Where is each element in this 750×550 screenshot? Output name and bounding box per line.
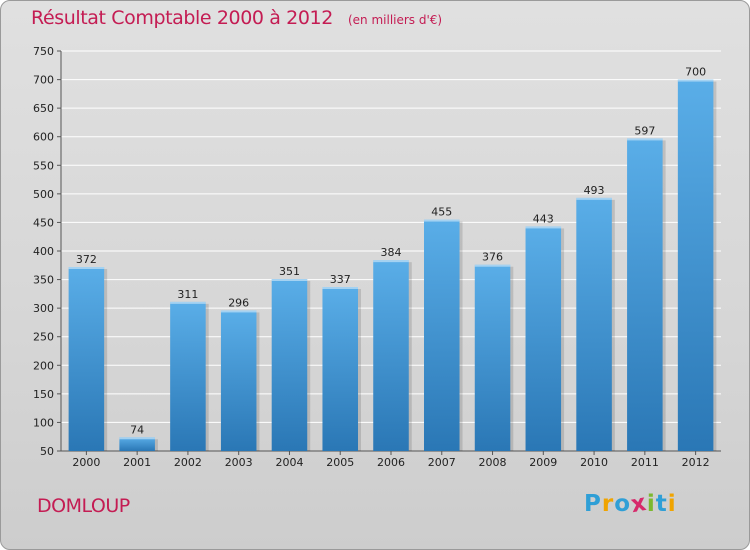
logo-letter: t: [655, 491, 668, 517]
y-tick-label: 600: [33, 131, 54, 144]
bar-highlight: [576, 197, 612, 200]
bar-2009: [525, 226, 562, 451]
data-label-2012: 700: [685, 66, 706, 79]
bar-highlight: [68, 267, 105, 269]
bar-highlight: [170, 301, 206, 304]
chart-subtitle: (en milliers d'€): [347, 13, 443, 27]
logo-letter: i: [667, 491, 677, 517]
bar-2006: [373, 260, 409, 451]
data-label-2007: 455: [431, 206, 452, 219]
bar-highlight: [677, 79, 714, 82]
data-label-2003: 296: [228, 296, 249, 309]
bar-2010: [576, 197, 612, 451]
y-tick-label: 700: [33, 74, 54, 87]
x-tick-label-2004: 2004: [275, 456, 303, 469]
bar-2001: [119, 437, 155, 451]
data-label-2001: 74: [130, 423, 144, 436]
data-label-2011: 597: [634, 124, 655, 137]
commune-name: DOMLOUP: [37, 495, 130, 517]
data-label-2010: 493: [584, 184, 605, 197]
bar-highlight: [424, 219, 460, 222]
bar-2012: [677, 79, 714, 452]
logo-letter: r: [601, 491, 615, 517]
x-tick-label-2008: 2008: [479, 456, 507, 469]
bar-2005: [322, 287, 358, 451]
bar-2011: [627, 138, 663, 451]
y-tick-label: 500: [33, 188, 54, 201]
bar-highlight: [627, 138, 663, 141]
y-tick-label: 50: [40, 445, 54, 458]
y-tick-label: 200: [33, 359, 54, 372]
proxiti-logo: Proxiti: [584, 490, 677, 518]
bar-highlight: [119, 437, 155, 440]
y-tick-label: 400: [33, 245, 54, 258]
x-tick-label-2000: 2000: [72, 456, 100, 469]
x-tick-label-2001: 2001: [123, 456, 151, 469]
title-block: Résultat Comptable 2000 à 2012 (en milli…: [31, 7, 442, 29]
bar-highlight: [220, 310, 257, 313]
bar-2004: [271, 279, 308, 451]
x-tick-label-2005: 2005: [326, 456, 354, 469]
data-label-2009: 443: [533, 212, 554, 225]
y-tick-label: 100: [33, 416, 54, 429]
y-tick-label: 650: [33, 102, 54, 115]
y-tick-label: 550: [33, 159, 54, 172]
data-label-2004: 351: [279, 265, 300, 278]
y-tick-label: 300: [33, 302, 54, 315]
logo-letter: o: [614, 491, 632, 517]
bars: [68, 79, 717, 452]
data-label-2000: 372: [76, 253, 97, 266]
y-tick-label: 450: [33, 216, 54, 229]
bar-highlight: [271, 279, 308, 281]
logo-letter: P: [584, 491, 602, 517]
y-tick-label: 250: [33, 331, 54, 344]
x-tick-label-2007: 2007: [428, 456, 456, 469]
y-tick-label: 150: [33, 388, 54, 401]
bar-2007: [424, 219, 460, 451]
x-tick-label-2006: 2006: [377, 456, 405, 469]
bar-highlight: [322, 287, 358, 289]
bar-2008: [474, 264, 511, 451]
bar-highlight: [474, 264, 511, 267]
logo-letter: i: [646, 491, 656, 517]
data-label-2002: 311: [177, 288, 198, 301]
data-label-2005: 337: [330, 273, 351, 286]
data-label-2006: 384: [381, 246, 402, 259]
bar-2000: [68, 267, 105, 451]
y-tick-label: 350: [33, 274, 54, 287]
labels: 372 74 311 296 351 337 384 455 376 443 493 597 700: [76, 66, 706, 437]
bar-highlight: [525, 226, 562, 229]
x-tick-label-2003: 2003: [225, 456, 253, 469]
bar-highlight: [373, 260, 409, 263]
x-tick-label-2002: 2002: [174, 456, 202, 469]
bar-2003: [220, 310, 257, 451]
x-tick-label-2009: 2009: [529, 456, 557, 469]
data-label-2008: 376: [482, 251, 503, 264]
x-tick-label-2012: 2012: [682, 456, 710, 469]
bar-2002: [170, 301, 206, 451]
x-tick-label-2011: 2011: [631, 456, 659, 469]
y-tick-label: 750: [33, 45, 54, 58]
chart-title: Résultat Comptable 2000 à 2012: [31, 7, 333, 29]
x-tick-label-2010: 2010: [580, 456, 608, 469]
